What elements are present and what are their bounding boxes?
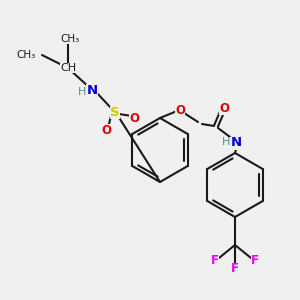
Text: F: F — [251, 254, 259, 268]
Text: O: O — [219, 101, 229, 115]
Text: O: O — [129, 112, 139, 124]
Text: N: N — [86, 83, 98, 97]
Text: O: O — [101, 124, 111, 136]
Text: CH: CH — [60, 63, 76, 73]
Text: H: H — [78, 87, 86, 97]
Text: N: N — [230, 136, 242, 149]
Text: CH₃: CH₃ — [17, 50, 36, 60]
Text: F: F — [211, 254, 219, 268]
Text: O: O — [175, 103, 185, 116]
Text: F: F — [231, 262, 239, 275]
Text: CH₃: CH₃ — [60, 34, 80, 44]
Text: H: H — [222, 137, 230, 147]
Text: S: S — [110, 106, 120, 118]
